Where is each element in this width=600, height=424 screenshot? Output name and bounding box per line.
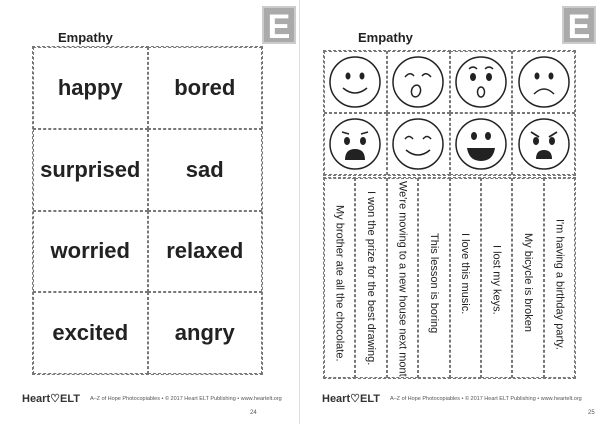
relaxed-face-icon [392, 118, 444, 170]
word-card: relaxed [147, 210, 262, 293]
heart-elt-logo: Heart♡ELT [22, 393, 80, 405]
sentence-text: My bicycle is broken [521, 233, 534, 333]
excited-face-icon [455, 118, 507, 170]
face-card [386, 51, 450, 113]
letter-badge: E [262, 6, 296, 46]
sentence-strip: I lost my keys. [480, 178, 513, 378]
word-card: sad [147, 128, 262, 211]
letter-badge: E [562, 6, 596, 46]
sentence-text: I won the prize for the best drawing. [365, 191, 378, 366]
page-title: Empathy [58, 30, 113, 45]
left-page: Empathy E happy bored surprised sad worr… [22, 0, 300, 424]
word-card: worried [33, 210, 148, 293]
sentence-strip: I won the prize for the best drawing. [355, 178, 387, 378]
word-card: surprised [33, 128, 148, 211]
word-card: angry [147, 292, 262, 374]
page-title: Empathy [358, 30, 413, 45]
sentence-text: I love this music. [459, 233, 472, 315]
face-card [324, 113, 387, 175]
word-card: bored [147, 47, 262, 129]
sentence-strip: I'm having a birthday party. [543, 178, 575, 378]
sentence-strip: I love this music. [449, 178, 481, 378]
sentence-strip-grid: My brother ate all the chocolate. I won … [323, 177, 576, 379]
sentence-text: My brother ate all the chocolate. [333, 205, 346, 362]
worried-face-icon [329, 118, 382, 170]
angry-face-icon [517, 118, 570, 170]
sentence-strip: My bicycle is broken [512, 178, 544, 378]
sentence-text: We're moving to a new house next month. [396, 181, 409, 378]
word-card: happy [33, 47, 148, 129]
heart-elt-logo: Heart♡ELT [322, 393, 380, 405]
sentence-text: I lost my keys. [490, 245, 503, 315]
footer: Heart♡ELT A–Z of Hope Photocopiables • ©… [22, 392, 282, 405]
face-card [386, 113, 450, 175]
face-card [512, 113, 575, 175]
footer-credit: A–Z of Hope Photocopiables • © 2017 Hear… [89, 395, 282, 402]
face-card [449, 51, 513, 113]
face-card-grid [323, 50, 576, 176]
sentence-text: This lesson is boring [427, 233, 440, 334]
bored-yawning-face-icon [392, 56, 444, 108]
sentence-strip: My brother ate all the chocolate. [324, 178, 356, 378]
happy-face-icon [329, 56, 382, 108]
word-card-grid: happy bored surprised sad worried relaxe… [32, 46, 263, 375]
face-card [449, 113, 513, 175]
page-number: 24 [250, 410, 257, 416]
sentence-strip: We're moving to a new house next month. [386, 178, 419, 378]
sad-face-icon [517, 56, 570, 108]
face-card [512, 51, 575, 113]
face-card [324, 51, 387, 113]
footer-credit: A–Z of Hope Photocopiables • © 2017 Hear… [389, 395, 582, 402]
footer: Heart♡ELT A–Z of Hope Photocopiables • ©… [322, 392, 582, 405]
surprised-face-icon [455, 56, 507, 108]
page-number: 25 [588, 410, 595, 416]
right-page: Empathy E My brother ate all the chocola… [300, 0, 600, 424]
sentence-text: I'm having a birthday party. [553, 219, 566, 350]
word-card: excited [33, 292, 148, 374]
sentence-strip: This lesson is boring [418, 178, 450, 378]
